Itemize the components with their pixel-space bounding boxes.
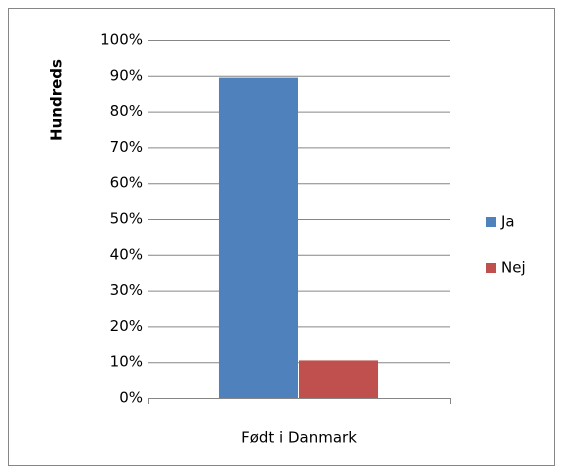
y-tick-label: 30% — [110, 281, 143, 299]
y-tick-label: 50% — [110, 210, 143, 228]
y-tick-label: 40% — [110, 245, 143, 263]
x-tick-label: Født i Danmark — [241, 429, 357, 447]
y-axis-title: Hundreds — [48, 59, 66, 141]
y-tick-label: 20% — [110, 317, 143, 335]
bar — [218, 77, 298, 398]
y-tick-label: 60% — [110, 174, 143, 192]
y-tick-label: 10% — [110, 353, 143, 371]
y-tick-label: 90% — [110, 66, 143, 84]
y-tick-label: 70% — [110, 138, 143, 156]
y-tick-label: 80% — [110, 102, 143, 120]
legend-swatch — [486, 263, 496, 273]
y-tick-label: 100% — [100, 31, 143, 49]
y-tick-label: 0% — [119, 389, 143, 407]
legend-label: Nej — [501, 259, 526, 277]
bar — [299, 360, 379, 398]
legend-label: Ja — [500, 213, 515, 231]
legend-swatch — [486, 217, 496, 227]
